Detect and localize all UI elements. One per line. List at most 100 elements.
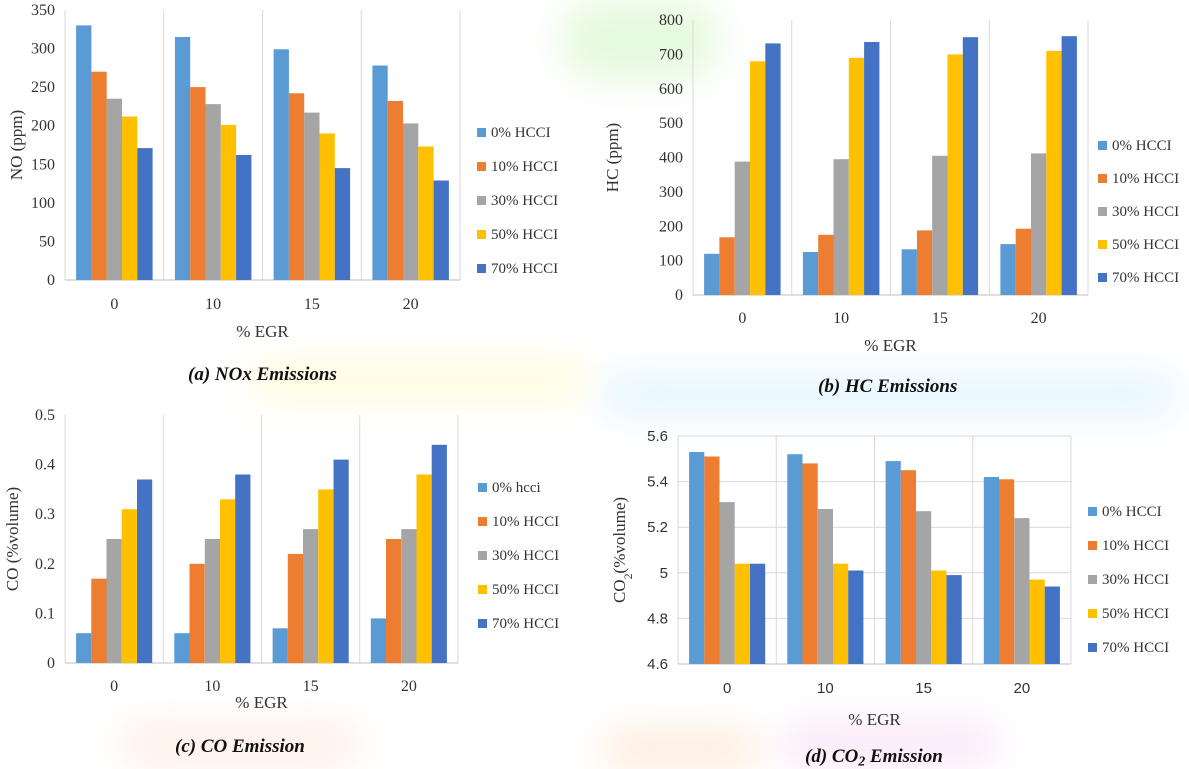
caption-co2: (d) CO2 Emission	[805, 746, 943, 769]
bar	[833, 159, 849, 295]
legend-swatch	[1088, 609, 1097, 618]
bar	[76, 25, 92, 281]
bar	[137, 479, 153, 663]
legend-label: 70% HCCI	[492, 616, 559, 632]
background-wash-orange	[600, 730, 760, 768]
bar	[962, 37, 979, 295]
y-tick-label: 0.4	[35, 457, 55, 474]
bar	[750, 563, 766, 664]
bar	[333, 459, 349, 663]
y-axis-title: CO (%volume)	[3, 487, 22, 591]
legend-swatch	[1098, 273, 1107, 282]
y-tick-label: 200	[31, 118, 55, 135]
y-tick-label: 0.3	[35, 506, 55, 523]
y-tick-label: 350	[31, 2, 55, 19]
bar	[734, 563, 750, 664]
bar	[1044, 586, 1060, 664]
y-axis-title: NO (ppm)	[7, 110, 26, 180]
legend-swatch	[1088, 643, 1097, 652]
x-tick-label: 0	[110, 296, 118, 313]
x-axis-title: % EGR	[235, 693, 288, 712]
y-tick-label: 0	[47, 655, 55, 672]
legend-swatch	[478, 585, 487, 594]
x-tick-label: 15	[932, 310, 948, 327]
bar	[403, 123, 419, 281]
bar	[174, 633, 190, 663]
background-wash-pink	[780, 720, 1000, 768]
bar	[370, 618, 386, 663]
bar	[946, 575, 962, 664]
bar	[818, 234, 834, 295]
y-axis-title: CO2(%volume)	[610, 497, 635, 603]
x-tick-label: 20	[403, 296, 419, 313]
y-tick-label: 700	[659, 46, 683, 63]
bar	[750, 61, 766, 296]
bar	[418, 146, 434, 280]
bar	[220, 499, 236, 663]
legend-label: 50% HCCI	[1102, 606, 1169, 622]
bar	[787, 454, 803, 664]
chart-panel-nox: 0 50 100 150 200 250 300 350 0 10 15 20 % EGR NO (ppm…	[0, 0, 590, 370]
bar	[431, 444, 447, 663]
bar	[999, 479, 1015, 664]
legend-label: 30% HCCI	[1112, 204, 1179, 220]
bar	[220, 124, 237, 281]
x-tick-label: 0	[723, 680, 731, 697]
bar	[1000, 244, 1016, 295]
bar	[916, 511, 932, 664]
bar	[372, 65, 388, 280]
background-wash-yellow	[250, 360, 590, 400]
y-axis-title-subscript: 2	[621, 573, 635, 579]
legend-swatch	[478, 619, 487, 628]
bar	[189, 563, 205, 663]
caption-co: (c) CO Emission	[175, 736, 305, 757]
bar	[387, 101, 403, 280]
legend-swatch	[477, 264, 486, 273]
y-tick-label: 5.2	[647, 519, 668, 536]
legend-label: 10% HCCI	[491, 159, 558, 175]
caption-nox: (a) NOx Emissions	[188, 364, 337, 385]
y-tick-label: 0.5	[35, 407, 55, 424]
caption-co2-subscript: 2	[858, 753, 866, 769]
bar	[932, 155, 948, 295]
bar	[848, 570, 864, 664]
legend-label: 30% HCCI	[492, 548, 559, 564]
legend-label: 10% HCCI	[492, 514, 559, 530]
y-tick-label: 4.6	[647, 656, 668, 673]
bar	[765, 43, 781, 296]
y-tick-label: 100	[659, 253, 683, 270]
bar	[864, 42, 880, 295]
legend-label: 50% HCCI	[492, 582, 559, 598]
y-tick-label: 600	[659, 81, 683, 98]
x-tick-label: 10	[204, 678, 220, 695]
y-tick-label: 150	[31, 156, 55, 173]
bar	[1015, 228, 1031, 295]
bar	[719, 237, 735, 296]
bar	[704, 253, 720, 296]
legend-label: 70% HCCI	[1102, 640, 1169, 656]
bar	[1061, 36, 1077, 295]
legend-label: 30% HCCI	[1102, 572, 1169, 588]
bar	[272, 628, 288, 663]
bar	[121, 509, 137, 663]
legend-label: 0% HCCI	[491, 125, 551, 141]
bar	[288, 93, 305, 280]
bar	[76, 633, 92, 663]
legend-swatch	[1098, 141, 1107, 150]
bar	[704, 456, 720, 664]
bar	[304, 112, 320, 280]
legend-label: 0% HCCI	[1102, 504, 1162, 520]
bar	[334, 168, 351, 280]
x-tick-label: 10	[817, 680, 834, 697]
chart-panel-co2: 4.6 4.8 5 5.2 5.4 5.6 0 10 15 20 % EGR CO2(%volume)…	[600, 418, 1189, 748]
legend-label: 70% HCCI	[1112, 270, 1179, 286]
co2-emission-chart: 4.6 4.8 5 5.2 5.4 5.6 0 10 15 20 % EGR CO2(%volume)…	[610, 428, 1169, 729]
bar	[885, 461, 901, 664]
bar	[689, 452, 705, 664]
bar	[1029, 579, 1045, 664]
bar	[236, 155, 252, 280]
x-tick-label: 10	[205, 296, 221, 313]
bar	[983, 477, 999, 664]
background-wash-peach	[120, 720, 360, 768]
legend-label: 10% HCCI	[1112, 171, 1179, 187]
